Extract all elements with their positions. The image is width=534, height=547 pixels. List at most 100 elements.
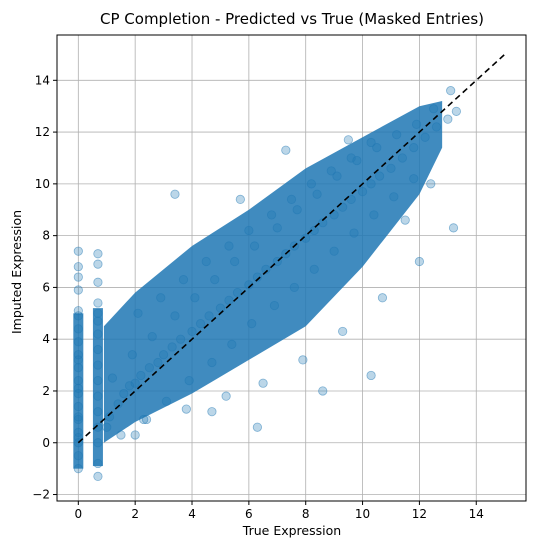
data-point	[338, 326, 348, 337]
data-point	[414, 256, 425, 267]
data-point	[281, 145, 291, 155]
log2-column-density	[92, 308, 103, 467]
data-point	[93, 344, 103, 355]
data-point	[104, 412, 115, 422]
data-point	[252, 422, 262, 432]
data-point	[73, 246, 83, 256]
data-point	[156, 293, 166, 303]
data-point	[446, 86, 456, 96]
data-point	[309, 264, 319, 274]
data-point	[207, 407, 217, 417]
data-point	[235, 194, 245, 204]
x-axis-ticks: 0 2 4 6 8 10 12 14	[74, 501, 484, 521]
data-point	[224, 295, 234, 305]
x-axis-label: True Expression	[242, 523, 341, 538]
data-point	[357, 187, 368, 197]
data-point	[318, 218, 328, 228]
data-point	[73, 285, 83, 295]
data-point	[178, 275, 189, 285]
y-tick-label: −2	[32, 488, 50, 502]
data-point	[286, 194, 297, 204]
data-point	[409, 174, 419, 184]
y-tick-label: 14	[35, 73, 50, 87]
data-point	[448, 223, 459, 233]
data-point	[318, 386, 328, 396]
data-point	[346, 153, 356, 163]
data-point	[73, 272, 83, 282]
data-point	[73, 337, 83, 347]
data-point	[210, 275, 220, 285]
data-point	[127, 350, 137, 360]
data-point	[204, 311, 214, 321]
x-tick-label: 6	[245, 507, 253, 521]
data-point	[343, 135, 353, 145]
plot-frame	[56, 34, 527, 502]
data-point	[232, 287, 243, 298]
data-point	[389, 192, 399, 202]
data-point	[443, 114, 453, 124]
data-point	[141, 414, 152, 425]
data-point	[73, 363, 83, 373]
data-point	[309, 225, 319, 236]
x-tick-label: 12	[412, 507, 427, 521]
y-tick-label: 10	[35, 177, 50, 191]
data-point	[73, 355, 83, 365]
data-point	[170, 311, 180, 321]
data-point	[124, 381, 135, 391]
data-point	[93, 308, 103, 318]
data-point	[366, 137, 376, 148]
y-tick-label: 4	[42, 332, 50, 346]
data-point	[338, 202, 348, 212]
data-point	[329, 246, 339, 256]
data-point	[298, 355, 308, 365]
data-point	[397, 153, 407, 163]
data-point	[130, 430, 140, 440]
data-point	[161, 396, 172, 406]
data-point	[73, 306, 83, 316]
data-point	[147, 332, 157, 342]
data-point	[184, 376, 194, 386]
data-point	[158, 350, 169, 360]
data-point	[153, 357, 163, 368]
data-point	[224, 241, 234, 251]
data-point	[116, 430, 126, 440]
data-point	[93, 249, 103, 259]
data-point	[289, 282, 299, 293]
chart-title: CP Completion - Predicted vs True (Maske…	[100, 10, 484, 28]
data-point	[93, 316, 103, 326]
data-point	[102, 422, 112, 432]
data-point	[247, 319, 257, 329]
data-point	[93, 471, 103, 482]
x-tick-label: 4	[188, 507, 196, 521]
data-point	[73, 427, 83, 437]
data-point	[366, 179, 376, 189]
y-tick-label: 12	[35, 125, 50, 139]
data-point	[139, 414, 149, 425]
data-point	[426, 179, 436, 189]
data-point	[187, 326, 197, 337]
y-tick-label: 0	[42, 436, 50, 450]
data-point	[352, 155, 362, 166]
data-point	[144, 363, 154, 373]
data-point	[386, 163, 396, 173]
data-point	[272, 223, 282, 233]
data-point	[73, 388, 83, 399]
data-point	[93, 259, 103, 269]
data-point	[375, 171, 385, 181]
data-point	[73, 350, 83, 360]
data-point	[73, 412, 83, 422]
data-point	[107, 373, 118, 383]
x-tick-label: 0	[74, 507, 82, 521]
data-points	[73, 86, 461, 482]
data-point	[73, 324, 83, 334]
data-point	[201, 256, 211, 267]
data-point	[366, 370, 376, 381]
data-point	[392, 130, 402, 140]
x-tick-label: 8	[302, 507, 310, 521]
data-point	[267, 210, 277, 220]
data-point	[119, 388, 129, 399]
data-point	[181, 404, 191, 414]
data-point	[227, 339, 237, 349]
data-point	[130, 378, 140, 388]
